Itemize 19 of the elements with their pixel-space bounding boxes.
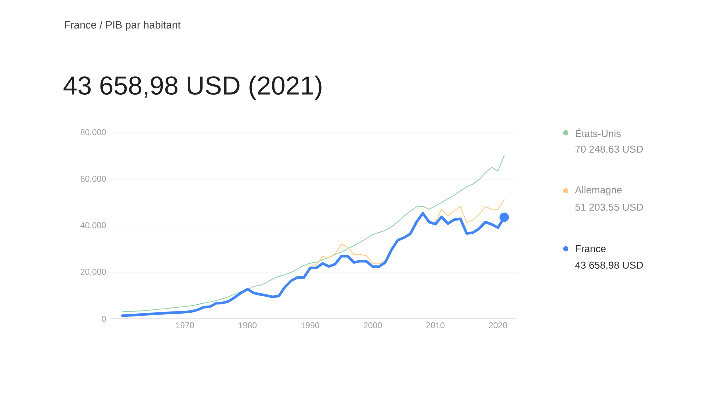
x-tick-label: 1970 [176, 322, 194, 329]
legend-label: États-Unis [576, 128, 621, 138]
x-tick-label: 2010 [426, 322, 445, 329]
y-tick-label: 60,000 [80, 176, 106, 184]
text: 70 248,63 USD [576, 146, 644, 154]
legend-label: Allemagne [575, 186, 622, 196]
y-tick-label: 80,000 [80, 129, 106, 137]
x-tick-label: 2020 [489, 322, 508, 329]
text: 43 658,98 USD [575, 262, 644, 270]
legend-label: France [576, 246, 606, 252]
x-tick-label: 2000 [364, 322, 382, 329]
text: 51 203,55 USD [576, 204, 644, 212]
x-tick-label: 1980 [238, 322, 257, 329]
x-tick-label: 1990 [302, 322, 320, 329]
chart-subtitle: 43 658,98 USD (2021) [64, 76, 322, 100]
y-tick-label: 20,000 [80, 268, 106, 276]
y-tick-label: 0 [102, 316, 106, 322]
chart-title: France / PIB par habitant [65, 21, 181, 31]
y-tick-label: 40,000 [80, 222, 106, 230]
